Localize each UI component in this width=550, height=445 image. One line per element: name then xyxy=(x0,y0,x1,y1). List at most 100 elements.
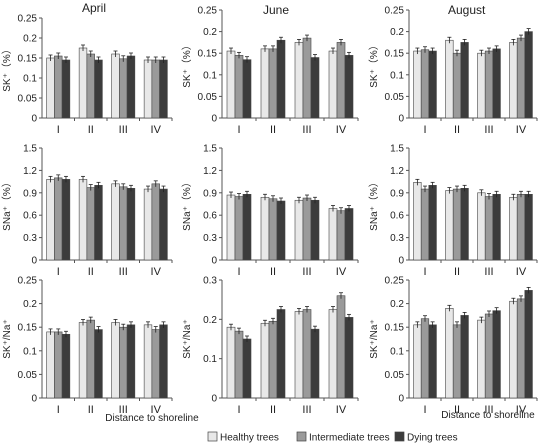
x-tick-label: I xyxy=(423,124,426,136)
bar xyxy=(492,310,501,399)
y-tick-label: 0.2 xyxy=(203,315,217,326)
bar xyxy=(294,42,304,119)
x-tick-label: IV xyxy=(336,266,347,278)
y-tick-label: 0.1 xyxy=(23,74,37,85)
bar xyxy=(509,42,518,119)
x-tick-label: III xyxy=(302,404,311,416)
y-tick-label: 0 xyxy=(31,114,37,125)
y-tick-label: 0.1 xyxy=(390,70,404,81)
bar xyxy=(260,48,270,119)
bar xyxy=(260,196,270,261)
y-tick-label: 0 xyxy=(31,394,37,405)
y-tick-label: 0.3 xyxy=(203,276,217,287)
x-tick-label: I xyxy=(423,266,426,278)
bar xyxy=(328,50,338,119)
bar xyxy=(151,329,160,399)
bar xyxy=(294,311,304,399)
bar xyxy=(78,322,88,399)
x-tick-label: I xyxy=(237,124,240,136)
legend-label: Intermediate trees xyxy=(309,433,390,444)
bar xyxy=(94,185,103,261)
y-tick-label: 0.2 xyxy=(23,34,37,45)
bar xyxy=(302,309,312,399)
bar xyxy=(420,188,430,261)
bar xyxy=(86,53,95,119)
y-tick-label: 0.05 xyxy=(385,370,405,381)
legend-swatch xyxy=(296,431,307,442)
x-tick-label: III xyxy=(302,266,311,278)
x-tick-label: II xyxy=(270,124,276,136)
bar xyxy=(226,326,236,399)
bar xyxy=(159,188,168,261)
y-tick-label: 0.25 xyxy=(198,6,218,17)
x-tick-label: I xyxy=(57,124,60,136)
y-tick-label: 0.25 xyxy=(18,14,38,25)
y-axis-label: SNa⁺（%） xyxy=(368,177,380,231)
y-tick-label: 0.15 xyxy=(18,323,38,334)
bar xyxy=(294,199,304,261)
bar xyxy=(310,57,320,119)
bar xyxy=(111,322,120,399)
bar xyxy=(54,177,63,261)
y-tick-label: 0.05 xyxy=(385,92,405,103)
bar xyxy=(111,53,120,119)
y-tick-label: 1.2 xyxy=(203,166,217,177)
x-tick-label: II xyxy=(454,124,460,136)
bar xyxy=(242,193,252,261)
bar xyxy=(428,50,437,119)
bar xyxy=(126,324,136,399)
y-axis-label: SNa⁺（%） xyxy=(181,177,193,231)
y-axis-label: SK⁺（%） xyxy=(181,40,193,88)
bar xyxy=(143,188,153,261)
y-axis-label: SNa⁺（%） xyxy=(1,177,13,231)
bar xyxy=(276,309,286,399)
x-tick-label: I xyxy=(57,404,60,416)
y-tick-label: 0.15 xyxy=(18,54,38,65)
bar xyxy=(268,320,278,399)
bar xyxy=(94,59,103,119)
y-tick-label: 0.25 xyxy=(385,276,405,287)
y-tick-label: 0.15 xyxy=(385,49,405,60)
legend-swatch xyxy=(207,431,218,442)
x-axis-label: Distance to shoreline xyxy=(105,413,199,424)
y-axis-label: SK⁺（%） xyxy=(1,44,13,92)
y-tick-label: 0 xyxy=(398,394,404,405)
y-tick-label: 0.6 xyxy=(390,211,404,222)
bar xyxy=(143,324,153,399)
bar xyxy=(336,210,346,261)
x-tick-label: II xyxy=(270,404,276,416)
bar xyxy=(452,52,462,119)
y-tick-label: 0.3 xyxy=(390,233,404,244)
bar xyxy=(477,52,486,119)
y-tick-label: 0 xyxy=(31,256,37,267)
bar xyxy=(336,295,346,399)
bar xyxy=(509,196,518,261)
x-tick-label: I xyxy=(237,404,240,416)
bar xyxy=(516,193,526,261)
chart-title: June xyxy=(263,3,289,17)
bar xyxy=(445,190,454,261)
bar xyxy=(428,324,437,399)
x-tick-label: II xyxy=(270,266,276,278)
y-tick-label: 0.15 xyxy=(198,49,218,60)
bar xyxy=(477,192,486,261)
bar xyxy=(260,322,270,399)
bar xyxy=(460,188,469,261)
bar xyxy=(302,37,312,119)
x-tick-label: I xyxy=(57,266,60,278)
chart-title: August xyxy=(448,3,486,17)
bar xyxy=(452,324,462,399)
y-tick-label: 0.2 xyxy=(390,27,404,38)
y-tick-label: 0.9 xyxy=(23,188,37,199)
bar xyxy=(344,208,354,261)
x-axis-label: Distance to shoreline xyxy=(441,410,535,421)
bar xyxy=(119,326,128,399)
bar xyxy=(46,179,55,261)
bar xyxy=(524,290,533,399)
y-tick-label: 0.9 xyxy=(390,188,404,199)
y-tick-label: 0.15 xyxy=(385,323,405,334)
bar xyxy=(61,333,71,399)
bar xyxy=(268,198,278,261)
x-tick-label: I xyxy=(423,404,426,416)
x-tick-label: IV xyxy=(336,124,347,136)
